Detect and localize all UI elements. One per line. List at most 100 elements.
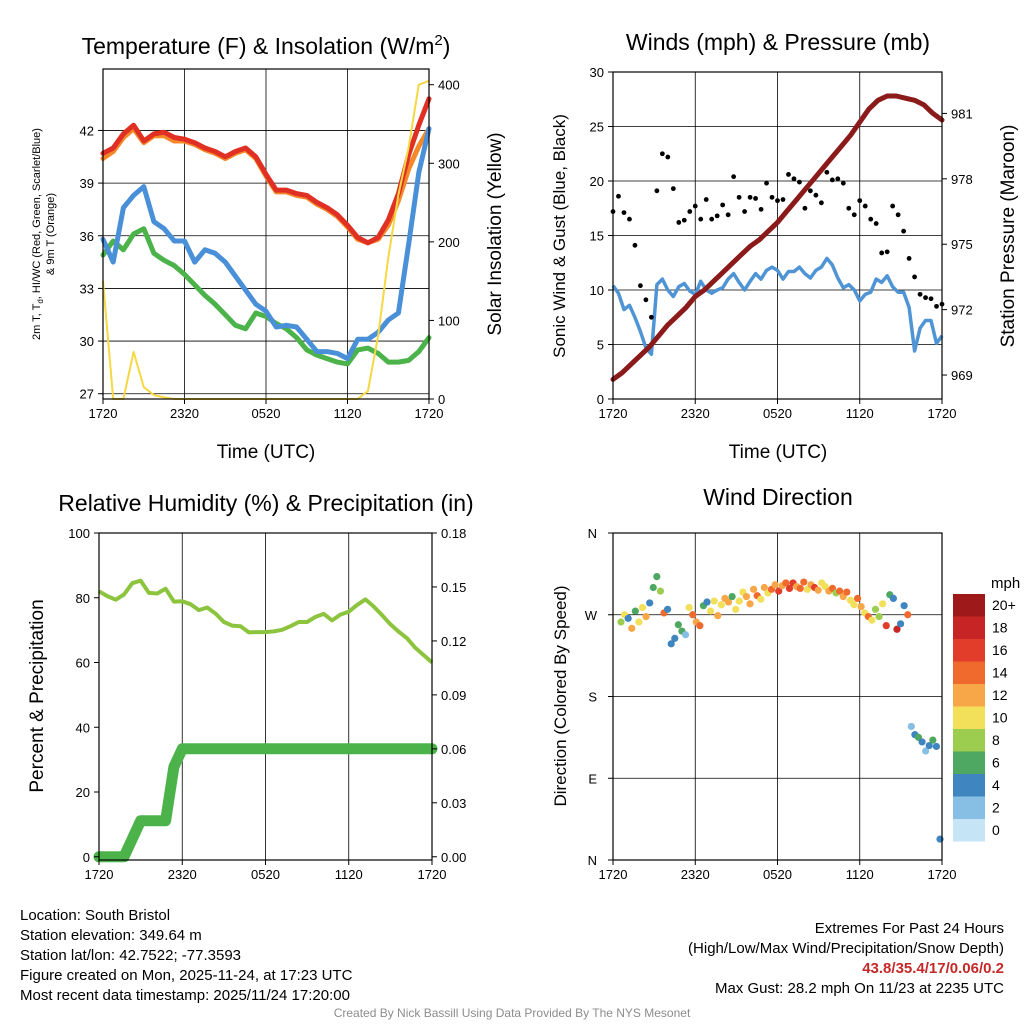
extremes-subtitle: (High/Low/Max Wind/Precipitation/Snow De… (688, 940, 1004, 957)
precipitation-line (93, 743, 438, 863)
wind-direction-point (724, 598, 733, 606)
gust-point (758, 206, 764, 212)
wind-direction-point (853, 594, 862, 603)
2-y2-tick-label: 0.18 (441, 526, 466, 541)
0-x-tick-label: 1720 (415, 406, 444, 421)
2-y-tick-label: 60 (76, 656, 90, 671)
2-x-tick-label: 2320 (168, 867, 197, 882)
0-y2-tick-label: 200 (438, 235, 460, 250)
wind-direction-point (746, 600, 754, 608)
wind-direction-point (796, 584, 804, 593)
1-y2-tick-label: 978 (951, 172, 973, 187)
wind-direction-point (757, 595, 765, 603)
1-y-tick-label: 0 (597, 392, 604, 407)
2-y2-tick-label: 0.12 (441, 634, 466, 649)
wind-direction-point (843, 588, 851, 596)
speed-legend-title: mph (991, 575, 1020, 592)
gust-point (648, 314, 654, 320)
wind-direction-point (932, 742, 941, 751)
1-x-tick-label: 1720 (599, 406, 628, 421)
wind-direction-point (929, 736, 937, 744)
wind-direction-point (671, 634, 679, 642)
0-y-tick-label: 30 (80, 334, 94, 349)
1-x-tick-label: 1120 (846, 406, 874, 421)
gust-point (846, 205, 852, 211)
wind-direction-point (635, 618, 643, 626)
speed-legend-label: 6 (992, 755, 1000, 771)
0-y-tick-label: 42 (80, 123, 94, 138)
wind-direction-point (760, 583, 768, 592)
gust-point (786, 172, 791, 177)
station-info: Location: South Bristol Station elevatio… (20, 906, 352, 1006)
2-y2-tick-label: 0.06 (441, 742, 466, 757)
extremes-values: 43.8/35.4/17/0.06/0.2 (862, 960, 1004, 977)
2-x-tick-label: 1120 (335, 867, 363, 882)
3-y-tick-label: S (588, 690, 597, 705)
wind-direction-point (893, 625, 901, 633)
wind-direction-point (649, 583, 657, 592)
gust-point (797, 179, 802, 185)
0-y-tick-label: 33 (80, 281, 94, 296)
temperature-panel: Temperature (F) & Insolation (W/m2) 1720… (31, 32, 506, 463)
3-x-tick-label: 1720 (599, 867, 628, 882)
gust-point (687, 209, 693, 214)
wind-direction-point (879, 600, 887, 608)
wind-direction-point (681, 631, 690, 639)
wind-direction-point (814, 586, 822, 594)
speed-legend-label: 4 (992, 777, 1000, 793)
wind-direction-point (685, 603, 693, 612)
2-y-tick-label: 100 (68, 526, 90, 541)
station-elevation: Station elevation: 349.64 m (20, 927, 202, 944)
2-y2-tick-label: 0.03 (441, 796, 466, 811)
gust-point (934, 303, 939, 309)
gust-point (753, 196, 758, 201)
speed-legend-swatch (953, 639, 985, 662)
gust-point (824, 169, 830, 175)
speed-legend-swatch (953, 774, 985, 797)
0-y-tick-label: 39 (80, 176, 94, 191)
speed-legend-label: 12 (992, 687, 1008, 703)
credit-line: Created By Nick Bassill Using Data Provi… (333, 1006, 691, 1020)
temperature-y-axis-label: 2m T, Td, HI/WC (Red, Green, Scarlet/Blu… (31, 128, 45, 340)
wind-direction-point (656, 587, 665, 595)
gust-point (654, 188, 660, 194)
winds-x-axis-label: Time (UTC) (729, 442, 828, 463)
gust-point (659, 151, 665, 157)
wind-direction-point (646, 599, 654, 607)
gust-point (906, 255, 912, 261)
3-y-tick-label: N (588, 853, 597, 868)
gust-point (791, 176, 797, 182)
0-y2-tick-label: 400 (438, 78, 460, 93)
wind-direction-point (771, 581, 779, 589)
wind-direction-point (922, 747, 930, 755)
2-x-tick-label: 1720 (85, 867, 114, 882)
1-y-tick-label: 20 (590, 174, 604, 189)
wind-direction-point (663, 605, 672, 613)
pressure-axis-label: Station Pressure (Maroon) (998, 125, 1019, 348)
wind-direction-point (617, 618, 625, 626)
1-y2-tick-label: 969 (951, 368, 973, 383)
gust-point (802, 205, 808, 211)
1-y2-tick-label: 975 (951, 237, 973, 252)
pressure-line (610, 93, 945, 382)
station-location: Location: South Bristol (20, 907, 171, 924)
wind-direction-point (732, 605, 740, 613)
gust-point (703, 197, 709, 202)
gust-point (670, 186, 676, 192)
wind-direction-y-axis-label: Direction (Colored By Speed) (551, 585, 570, 806)
gust-point (643, 297, 649, 303)
gust-point (813, 192, 819, 198)
gust-point (720, 202, 726, 208)
3-x-tick-label: 1120 (846, 867, 874, 882)
gust-point (928, 296, 934, 302)
wind-direction-point (717, 601, 725, 609)
wind-direction-point (868, 616, 876, 624)
gust-point (616, 193, 621, 199)
wind-direction-point (728, 592, 736, 601)
0-y2-tick-label: 300 (438, 156, 460, 171)
0-x-tick-label: 0520 (252, 406, 281, 421)
3-x-tick-label: 0520 (763, 867, 792, 882)
humidity-line (97, 578, 434, 664)
gust-point (714, 213, 720, 219)
wind-direction-point (710, 597, 718, 605)
